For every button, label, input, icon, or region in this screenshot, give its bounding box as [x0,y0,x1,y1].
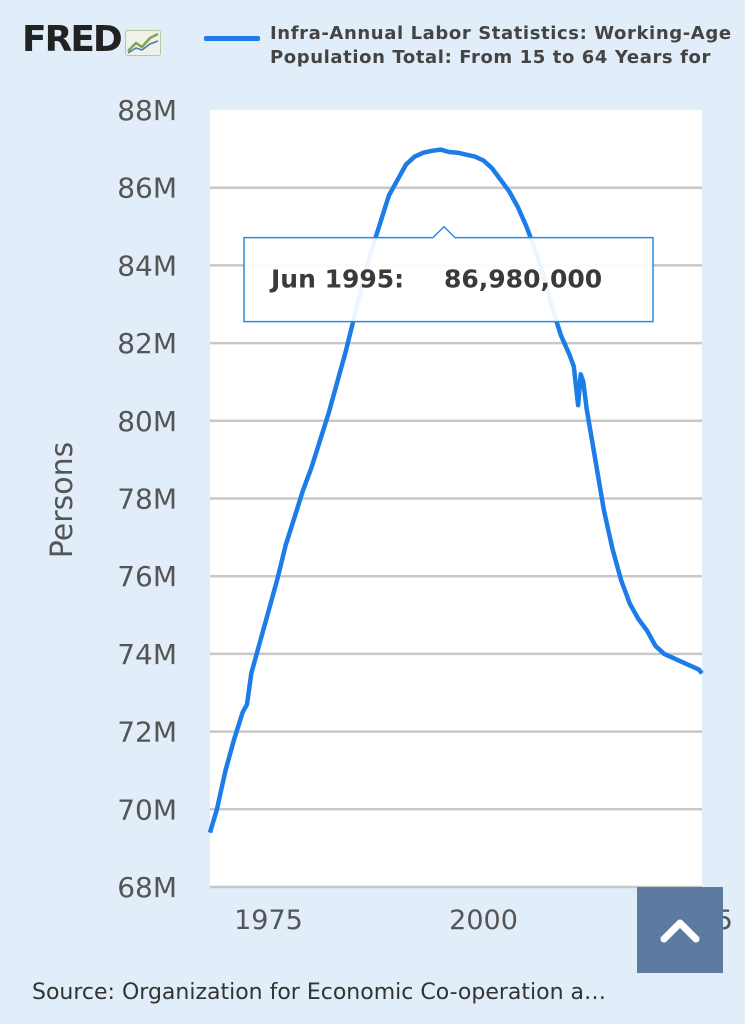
y-axis-label: Persons [45,442,80,558]
x-tick-label: 1975 [234,905,303,936]
trend-chart-icon [124,30,161,56]
y-tick-label: 88M [117,94,177,127]
tooltip-date: Jun 1995: [269,265,404,294]
fred-logo-text: FRED [22,19,123,60]
y-tick-label: 70M [117,793,177,826]
y-axis-ticks: 68M 70M 72M 74M 76M 78M 80M 82M 84M 86M 88M [117,94,177,904]
y-tick-label: 84M [117,249,177,282]
legend-label: Infra-Annual Labor Statistics: Working-A… [270,23,732,68]
tooltip: Jun 1995: 86,980,000 [243,225,654,323]
tooltip-value: 86,980,000 [444,265,602,294]
line-chart: 68M 70M 72M 74M 76M 78M 80M 82M 84M 86M 88M 1975 20… [45,94,733,936]
y-tick-label: 68M [117,871,177,904]
chart-header: FRED Infra-Annual Labor Statistics: Work… [0,0,745,80]
y-tick-label: 86M [117,172,177,205]
y-tick-label: 82M [117,327,177,360]
fred-logo[interactable]: FRED [22,20,161,60]
source-note: Source: Organization for Economic Co-ope… [32,980,607,1005]
tooltip-box [243,225,654,323]
legend-swatch [204,36,260,41]
chevron-up-icon [660,919,700,943]
scroll-to-top-button[interactable] [637,887,723,973]
y-tick-label: 72M [117,716,177,749]
y-tick-label: 80M [117,405,177,438]
y-tick-label: 78M [117,483,177,516]
series-line[interactable] [207,147,704,834]
y-tick-label: 74M [117,638,177,671]
x-tick-label: 2000 [449,905,518,936]
y-tick-label: 76M [117,560,177,593]
